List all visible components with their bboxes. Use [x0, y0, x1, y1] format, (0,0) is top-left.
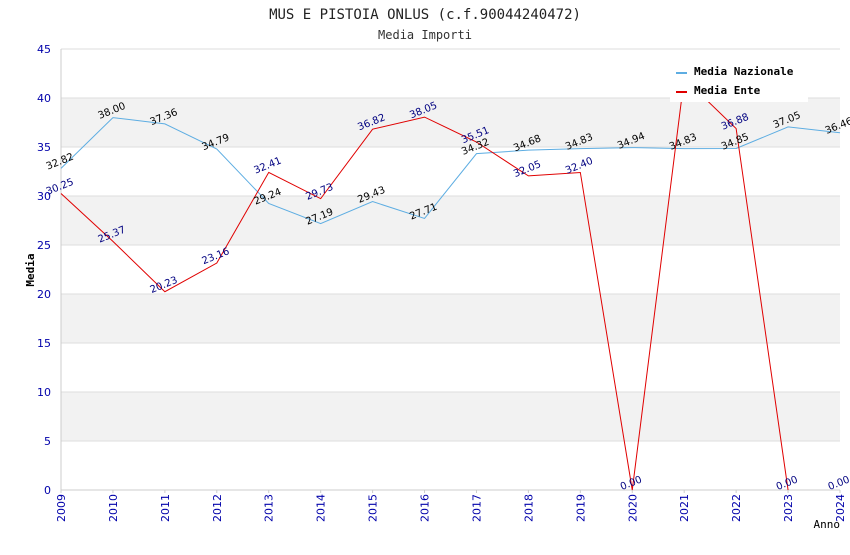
grid-lines: [61, 48, 840, 491]
x-tick-label: 2016: [419, 494, 432, 522]
series-lines: [60, 77, 841, 491]
x-tick-label: 2022: [730, 494, 743, 522]
x-tick-label: 2019: [574, 494, 587, 522]
grid-band: [61, 294, 840, 343]
x-tick-label: 2021: [678, 494, 691, 522]
y-tick-label: 30: [37, 190, 51, 203]
grid-band: [61, 343, 840, 392]
grid-band: [61, 441, 840, 490]
y-tick-label: 5: [44, 435, 51, 448]
legend: Media Nazionale Media Ente: [670, 60, 808, 102]
grid-band: [61, 147, 840, 196]
x-tick-label: 2011: [159, 494, 172, 522]
legend-background: [670, 60, 808, 102]
x-tick-label: 2017: [470, 494, 483, 522]
x-axis-title: Anno: [814, 518, 841, 531]
y-tick-labels: 0 5 10 15 20 25 30 35 40 45: [37, 43, 51, 497]
grid-band: [61, 392, 840, 441]
y-tick-label: 20: [37, 288, 51, 301]
chart-subtitle: Media Importi: [378, 28, 472, 42]
grid-band: [61, 98, 840, 147]
x-tick-label: 2014: [315, 494, 328, 522]
x-tick-label: 2009: [55, 494, 68, 522]
y-tick-label: 0: [44, 484, 51, 497]
y-axis-title: Media: [24, 253, 37, 286]
x-tick-label: 2020: [626, 494, 639, 522]
x-tick-label: 2018: [522, 494, 535, 522]
chart-title: MUS E PISTOIA ONLUS (c.f.90044240472): [269, 7, 581, 23]
x-tick-label: 2024: [834, 494, 847, 522]
x-tick-label: 2010: [107, 494, 120, 522]
y-tick-label: 25: [37, 239, 51, 252]
y-tick-label: 40: [37, 92, 51, 105]
grid-band: [61, 196, 840, 245]
y-tick-label: 45: [37, 43, 51, 56]
grid-bands: [61, 49, 840, 490]
y-tick-label: 10: [37, 386, 51, 399]
y-tick-label: 15: [37, 337, 51, 350]
x-tick-label: 2012: [211, 494, 224, 522]
x-tick-label: 2023: [782, 494, 795, 522]
axes: [60, 49, 840, 491]
series-line-ente: [60, 77, 789, 491]
series-line-nazionale: [60, 117, 841, 225]
y-tick-label: 35: [37, 141, 51, 154]
legend-label-nazionale: Media Nazionale: [694, 65, 794, 78]
x-tick-label: 2015: [367, 494, 380, 522]
x-tick-label: 2013: [263, 494, 276, 522]
x-tick-labels: 2009 2010 2011 2012 2013 2014 2015 2016 2017 2018…: [55, 490, 847, 522]
legend-label-ente: Media Ente: [694, 84, 761, 97]
grid-band: [61, 245, 840, 294]
